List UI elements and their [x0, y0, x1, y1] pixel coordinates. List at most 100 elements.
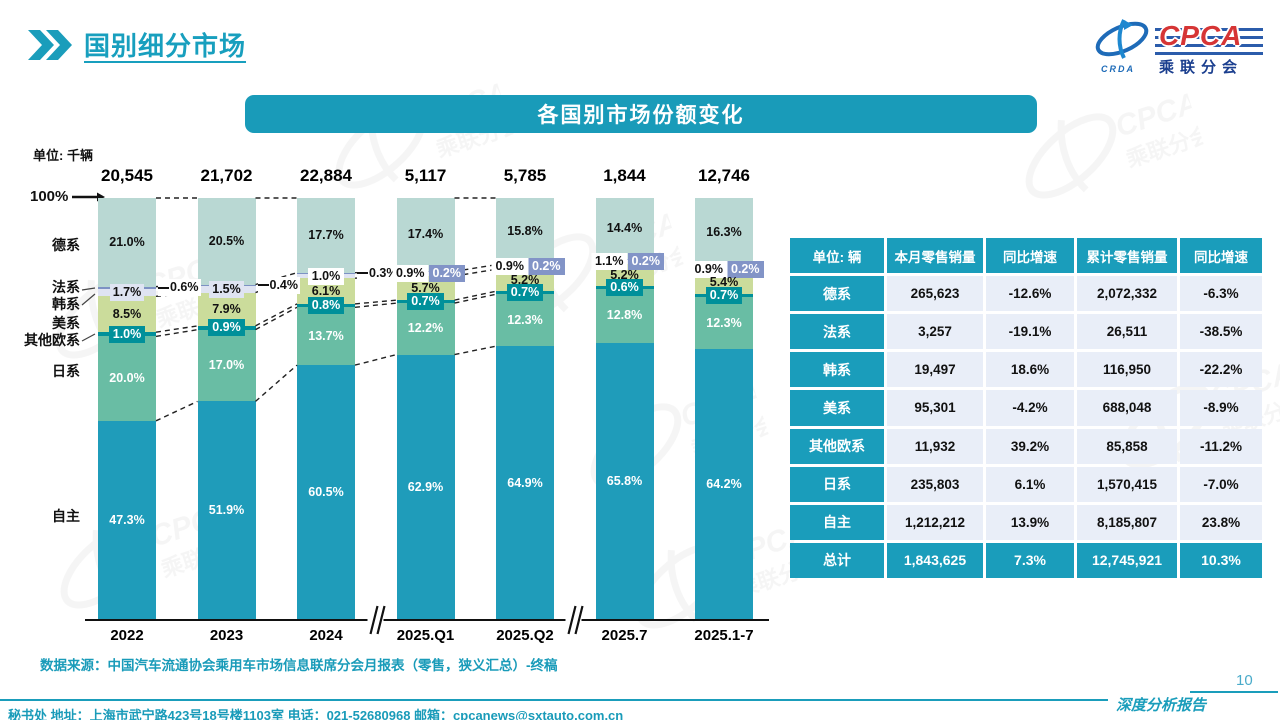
table-cell: 13.9% [986, 504, 1074, 540]
segment-label: 5.4% [709, 275, 739, 290]
segment-label-badge: 0.7% [506, 284, 544, 302]
logo-cpca-text: CPCA [1159, 20, 1243, 51]
bar-segment-自主 [595, 342, 654, 620]
x-axis-label: 2025.1-7 [694, 627, 754, 644]
segment-label-badge: 0.7% [705, 287, 743, 305]
x-axis-label: 2025.7 [601, 627, 648, 644]
table-header-cell: 同比增速 [986, 238, 1074, 274]
segment-label: 8.5% [112, 306, 142, 321]
bar-segment-日系 [396, 303, 455, 355]
table-cell: -12.6% [986, 276, 1074, 312]
bar-segment-德系 [496, 198, 554, 265]
footer-divider [0, 699, 1108, 701]
segment-label: 62.9% [407, 479, 444, 494]
segment-label-badge: 0.6% [606, 278, 643, 296]
segment-label-badge: 0.9% [208, 319, 245, 337]
segment-label: 0.7% [381, 293, 471, 311]
logo-crda-text: CRDA [1101, 64, 1135, 74]
segment-label: 5.2% [610, 267, 639, 282]
segment-label: 16.3% [706, 224, 742, 239]
table-cell: 19,497 [887, 352, 983, 388]
table-cell: -38.5% [1180, 314, 1262, 350]
bar-segment-自主 [695, 349, 753, 620]
segment-label: 64.2% [706, 477, 742, 492]
leader-dash [257, 284, 269, 287]
bar-2025.Q1 [396, 198, 455, 620]
segment-label: 5.7% [411, 280, 440, 295]
segment-label: 12.3% [507, 312, 543, 327]
table-cell: 235,803 [887, 466, 983, 502]
trend-connector-line [155, 400, 198, 422]
country-sales-table: 单位: 辆本月零售销量 同比增速 累计零售销量 同比增速 德系 265,623 -12.6%… [790, 238, 1262, 578]
table-cell: 688,048 [1077, 390, 1177, 426]
segment-label-korean-badge: 0.9% [690, 260, 727, 278]
segment-label-french-outside: 0.6% [158, 279, 201, 297]
cpca-swoosh-icon [1095, 19, 1149, 59]
table-cell: -4.2% [986, 390, 1074, 426]
table-row-label: 自主 [790, 504, 884, 540]
segment-label-french-badge: 0.2% [528, 258, 565, 276]
bar-segment-自主 [396, 354, 455, 620]
table-cell: 18.6% [986, 352, 1074, 388]
segment-label-korean-badge: 1.1% [591, 253, 628, 270]
table-cell: 265,623 [887, 276, 983, 312]
bar-segment-德系 [595, 198, 654, 259]
table-cell: 1,570,415 [1077, 466, 1177, 502]
table-cell: 8,185,807 [1077, 504, 1177, 540]
table-cell: 85,858 [1077, 428, 1177, 464]
leader-dash [357, 272, 368, 275]
leader-dash [158, 286, 169, 289]
table-total-cell: 1,843,625 [887, 542, 983, 578]
report-label: 深度分析报告 [1112, 694, 1211, 715]
title-row: 国别细分市场 [28, 26, 246, 63]
page-number: 10 [1236, 672, 1253, 689]
segment-label-badge: 1.0% [307, 267, 345, 285]
chart-header-bar: 各国别市场份额变化 [245, 95, 1037, 133]
logo-stripes [1155, 24, 1263, 56]
segment-label: 21.0% [109, 234, 145, 249]
bar-total-label: 5,117 [404, 166, 447, 185]
segment-label: 1.7% [82, 284, 172, 302]
segment-label: 17.7% [308, 227, 344, 242]
table-cell: -7.0% [1180, 466, 1262, 502]
trend-connector-line [454, 345, 497, 356]
table-unit-header: 单位: 辆 [790, 238, 884, 274]
table-cell: 3,257 [887, 314, 983, 350]
bar-segment-日系 [98, 336, 156, 421]
bar-total-label: 5,785 [503, 166, 547, 185]
table-total-cell: 12,745,921 [1077, 542, 1177, 578]
segment-label-french-badge: 0.2% [727, 260, 764, 278]
segment-label: 20.5% [208, 233, 245, 248]
x-axis-label: 2025.Q1 [396, 627, 455, 644]
segment-label: 64.9% [507, 475, 543, 490]
x-axis-label: 2024 [309, 627, 343, 644]
segment-label: 20.0% [109, 371, 145, 386]
table-cell: 116,950 [1077, 352, 1177, 388]
table-cell: 23.8% [1180, 504, 1262, 540]
table-row-label: 日系 [790, 466, 884, 502]
x-axis-label: 2023 [209, 627, 244, 644]
table-header-cell: 同比增速 [1180, 238, 1262, 274]
svg-text:CPCA: CPCA [1111, 86, 1202, 144]
bar-total-label: 20,545 [101, 166, 153, 185]
hundred-percent-marker: 100% [30, 188, 106, 205]
bar-segment-自主 [197, 401, 256, 620]
segment-label: 51.9% [208, 503, 245, 518]
segment-label: 0.7% [480, 284, 570, 302]
bar-segment-德系 [695, 198, 753, 267]
bar-2022 [98, 198, 156, 620]
bar-segment-自主 [496, 346, 554, 620]
segment-label: 0.6% [580, 278, 670, 296]
unit-label: 单位: 千辆 [33, 148, 93, 163]
cpca-logo: CPCA 乘联分会 CRDA [1093, 16, 1269, 80]
table-cell: -6.3% [1180, 276, 1262, 312]
legend-label-美系: 美系 [52, 315, 80, 331]
segment-label-badge: 1.7% [109, 284, 145, 302]
table-cell: 2,072,332 [1077, 276, 1177, 312]
table-cell: 1,212,212 [887, 504, 983, 540]
bar-total-label: 1,844 [603, 166, 646, 185]
bar-total-label: 22,884 [300, 166, 352, 185]
bar-segment-自主 [98, 420, 156, 620]
